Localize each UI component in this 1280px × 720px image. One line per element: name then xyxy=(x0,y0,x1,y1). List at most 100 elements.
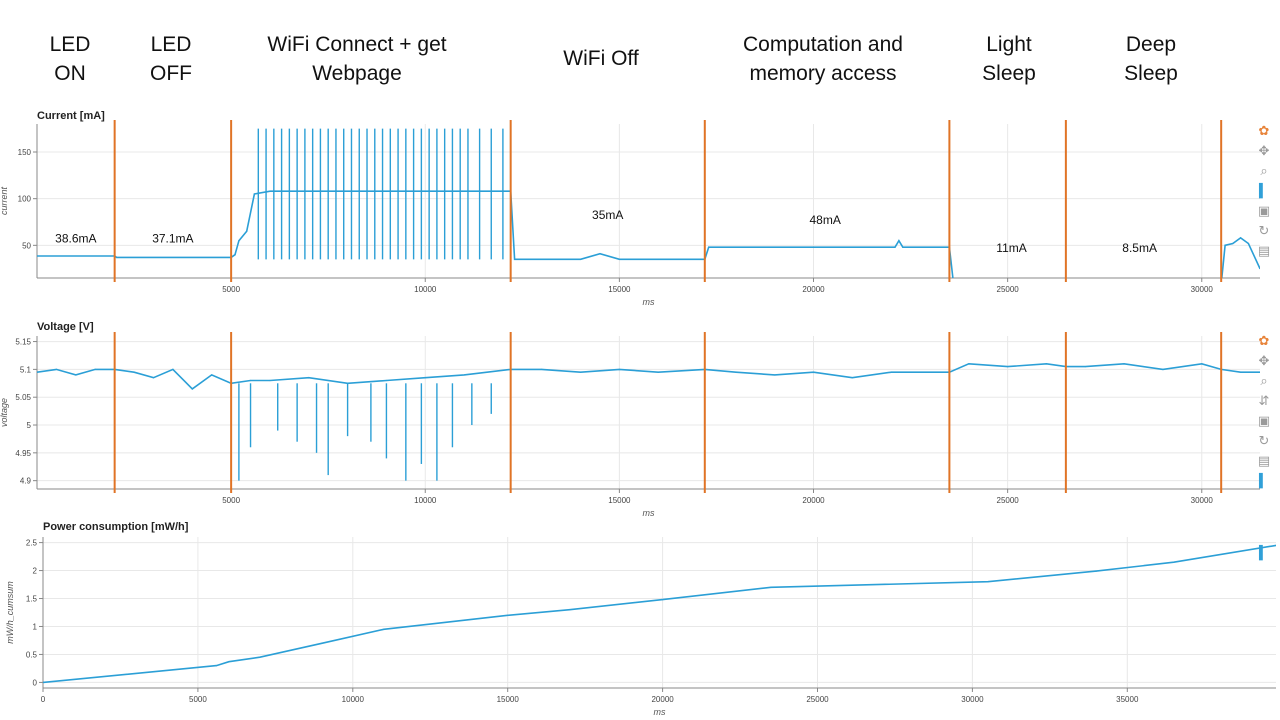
power-data-point xyxy=(215,665,218,667)
current-data-point xyxy=(347,190,349,192)
power-data-point xyxy=(259,656,261,658)
toolbar-power: ▍ xyxy=(1254,546,1274,566)
current-data-point xyxy=(115,256,118,258)
current-chart-title: Current [mA] xyxy=(37,110,105,122)
hover-icon[interactable]: ▤ xyxy=(1257,454,1271,469)
voltage-data-point xyxy=(424,377,426,379)
voltage-data-point xyxy=(890,371,892,373)
power-data-point xyxy=(987,581,989,583)
wheel-zoom-icon[interactable]: ▍ xyxy=(1259,184,1269,199)
voltage-data-point xyxy=(308,377,310,379)
voltage-y-tick-label: 5.15 xyxy=(15,338,31,347)
zoom-icon[interactable]: ⌕ xyxy=(1260,164,1268,179)
power-data-point xyxy=(1095,570,1097,572)
voltage-data-point xyxy=(211,374,213,376)
current-x-tick-label: 5000 xyxy=(222,285,240,294)
current-data-point xyxy=(1221,283,1222,284)
current-data-point xyxy=(385,190,388,192)
current-data-point xyxy=(234,254,236,256)
current-data-point xyxy=(308,190,310,192)
voltage-data-point xyxy=(618,368,620,370)
power-x-tick-label: 25000 xyxy=(806,695,829,704)
toolbar-current: ✿ ✥ ⌕ ▍ ▣ ↻ ▤ xyxy=(1254,124,1274,264)
power-data-point xyxy=(383,628,385,630)
voltage-data-point xyxy=(191,388,193,390)
voltage-x-axis-label: ms xyxy=(643,508,655,518)
current-data-point xyxy=(1259,268,1260,270)
pan-icon[interactable]: ✥ xyxy=(1258,354,1270,369)
zoom-icon[interactable]: ⌕ xyxy=(1260,374,1268,389)
power-x-tick-label: 35000 xyxy=(1116,695,1139,704)
current-x-tick-label: 20000 xyxy=(802,285,825,294)
current-y-axis-label: current xyxy=(0,186,9,215)
current-data-point xyxy=(1247,242,1249,245)
current-data-point xyxy=(253,193,256,195)
bokeh-logo-icon: ✿ xyxy=(1258,124,1270,139)
current-data-label: 8.5mA xyxy=(1122,241,1157,255)
voltage-data-point xyxy=(463,374,465,376)
current-data-label: 11mA xyxy=(996,241,1026,255)
voltage-data-point xyxy=(1007,366,1009,368)
power-x-tick-label: 5000 xyxy=(189,695,207,704)
voltage-x-tick-label: 5000 xyxy=(222,496,240,505)
bokeh-logo-icon: ✿ xyxy=(1258,334,1270,349)
current-y-tick-label: 50 xyxy=(22,241,31,250)
power-data-point xyxy=(507,614,509,616)
voltage-data-point xyxy=(774,374,776,376)
power-x-tick-label: 15000 xyxy=(497,695,520,704)
current-y-tick-label: 100 xyxy=(18,195,32,204)
current-y-tick-label: 150 xyxy=(18,148,32,157)
current-x-tick-label: 25000 xyxy=(997,285,1020,294)
power-plot-area xyxy=(43,544,1276,684)
voltage-data-point xyxy=(1259,371,1260,373)
current-data-label: 37.1mA xyxy=(152,232,193,246)
voltage-chart: Voltage [V] 4.9 4.95 5 5.05 5.1 5.15 5000 10000 1… xyxy=(0,321,1260,518)
power-y-tick-label: 2 xyxy=(33,567,38,576)
scroll-marker-icon[interactable]: ▍ xyxy=(1259,546,1269,561)
voltage-data-point xyxy=(1084,366,1086,368)
scroll-marker-icon[interactable]: ▍ xyxy=(1259,474,1269,489)
phase-label-light-sleep: Light Sleep xyxy=(982,33,1036,85)
current-x-tick-label: 15000 xyxy=(608,285,631,294)
voltage-data-point xyxy=(269,379,271,382)
voltage-data-point xyxy=(1045,363,1048,365)
reset-icon[interactable]: ↻ xyxy=(1258,224,1270,239)
current-x-tick-label: 10000 xyxy=(414,285,437,294)
voltage-x-tick-label: 20000 xyxy=(802,496,825,505)
save-icon[interactable]: ▣ xyxy=(1257,414,1271,429)
voltage-data-point xyxy=(347,382,349,384)
current-data-point xyxy=(482,190,485,192)
voltage-data-point xyxy=(541,368,543,370)
voltage-data-point xyxy=(172,368,174,370)
power-chart: Power consumption [mW/h] 0 0.5 1 1.5 2 2.5 0 500… xyxy=(5,521,1276,717)
current-data-point xyxy=(894,246,896,248)
hover-icon[interactable]: ▤ xyxy=(1257,244,1271,259)
voltage-plot-area xyxy=(37,362,1260,481)
voltage-x-tick-label: 10000 xyxy=(414,496,437,505)
voltage-data-point xyxy=(133,371,135,373)
voltage-y-tick-label: 4.95 xyxy=(15,449,31,458)
voltage-data-point xyxy=(94,368,96,370)
current-data-point xyxy=(708,246,710,248)
wheel-zoom-icon[interactable]: ⇵ xyxy=(1258,394,1270,409)
voltage-data-point xyxy=(968,363,970,365)
power-data-point xyxy=(569,609,571,611)
save-icon[interactable]: ▣ xyxy=(1257,204,1271,219)
current-data-point xyxy=(898,240,900,242)
phase-label-led-on: LED ON xyxy=(49,33,91,85)
current-data-label: 35mA xyxy=(592,208,623,222)
phase-label-deep-sleep: Deep Sleep xyxy=(1124,33,1178,85)
current-data-point xyxy=(902,246,904,248)
phase-label-wifi-connect: WiFi Connect + get Webpage xyxy=(267,33,447,85)
power-data-point xyxy=(228,661,230,663)
pan-icon[interactable]: ✥ xyxy=(1258,144,1270,159)
voltage-y-axis-label: voltage xyxy=(0,398,9,427)
voltage-y-tick-label: 5.1 xyxy=(20,365,32,374)
current-data-label: 38.6mA xyxy=(55,232,96,246)
reset-icon[interactable]: ↻ xyxy=(1258,434,1270,449)
current-data-point xyxy=(513,258,516,260)
current-data-point xyxy=(599,253,601,255)
current-data-point xyxy=(1069,283,1070,284)
voltage-data-point xyxy=(1162,368,1164,370)
